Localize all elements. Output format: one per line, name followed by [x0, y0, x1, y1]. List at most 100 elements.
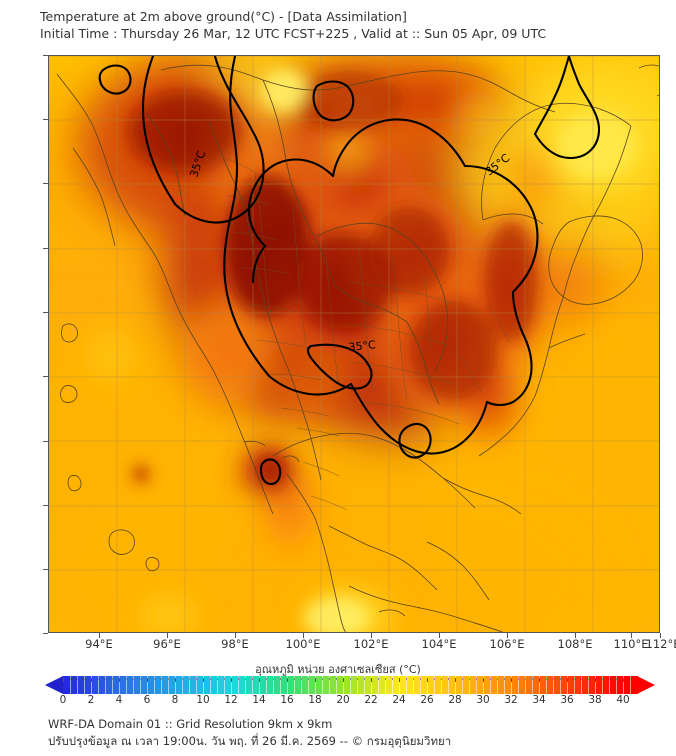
- colorbar-minor-tick: [210, 678, 211, 680]
- colorbar-segment: [420, 676, 428, 694]
- colorbar-minor-tick: [518, 678, 519, 680]
- colorbar-segment: [525, 676, 533, 694]
- colorbar-tick-mark: [595, 678, 596, 682]
- colorbar-tick-label: 6: [143, 694, 151, 706]
- colorbar-band-divider: [602, 676, 603, 694]
- colorbar-minor-tick: [420, 678, 421, 680]
- colorbar-segment: [581, 676, 589, 694]
- colorbar-band-divider: [182, 676, 183, 694]
- colorbar-minor-tick: [525, 678, 526, 680]
- colorbar-minor-tick: [497, 678, 498, 680]
- colorbar-band-divider: [497, 676, 498, 694]
- colorbar-band-divider: [315, 676, 316, 694]
- x-tick: 94°E: [85, 637, 113, 651]
- colorbar-band-divider: [518, 676, 519, 694]
- colorbar-segment: [161, 676, 169, 694]
- colorbar-band-divider: [539, 676, 540, 694]
- colorbar-minor-tick: [469, 678, 470, 680]
- x-tick: 108°E: [557, 637, 593, 651]
- temperature-map: 35°C 35°C 35°C: [48, 55, 660, 633]
- colorbar-tick-label: 32: [504, 694, 518, 706]
- colorbar-tick-mark: [147, 678, 148, 682]
- colorbar-band-divider: [336, 676, 337, 694]
- colorbar-minor-tick: [560, 678, 561, 680]
- colorbar-segment: [504, 676, 512, 694]
- colorbar-band-divider: [224, 676, 225, 694]
- coastlines: [56, 64, 659, 632]
- colorbar-segment: [511, 676, 519, 694]
- colorbar-segment: [245, 676, 253, 694]
- colorbar-band-divider: [399, 676, 400, 694]
- x-tick-mark: [371, 633, 372, 638]
- colorbar-tick-label: 14: [252, 694, 266, 706]
- colorbar-tick-label: 12: [224, 694, 238, 706]
- colorbar-segment: [483, 676, 491, 694]
- colorbar-minor-tick: [336, 678, 337, 680]
- colorbar-tick-label: 18: [308, 694, 322, 706]
- colorbar-segment: [399, 676, 407, 694]
- x-tick: 96°E: [153, 637, 181, 651]
- colorbar-segment: [224, 676, 232, 694]
- colorbar-segment: [231, 676, 239, 694]
- colorbar-minor-tick: [224, 678, 225, 680]
- colorbar-segment: [462, 676, 470, 694]
- colorbar-minor-tick: [581, 678, 582, 680]
- colorbar-minor-tick: [350, 678, 351, 680]
- colorbar-tick-label: 20: [336, 694, 350, 706]
- colorbar-band-divider: [231, 676, 232, 694]
- colorbar-tick-label: 24: [392, 694, 406, 706]
- y-tick-mark: [43, 376, 48, 377]
- colorbar-segment: [189, 676, 197, 694]
- colorbar-segment: [560, 676, 568, 694]
- colorbar-segment: [357, 676, 365, 694]
- footer-line-2: ปรับปรุงข้อมูล ณ เวลา 19:00น. วัน พฤ. ที…: [48, 734, 452, 748]
- colorbar-minor-tick: [434, 678, 435, 680]
- colorbar-band-divider: [112, 676, 113, 694]
- colorbar-tick-label: 10: [196, 694, 210, 706]
- x-tick-mark: [439, 633, 440, 638]
- colorbar-band-divider: [280, 676, 281, 694]
- colorbar-tick-label: 34: [532, 694, 546, 706]
- colorbar-band-divider: [252, 676, 253, 694]
- colorbar-segment: [567, 676, 575, 694]
- y-tick-mark: [43, 55, 48, 56]
- colorbar-tick-mark: [343, 678, 344, 682]
- colorbar-band-divider: [259, 676, 260, 694]
- colorbar-segment: [329, 676, 337, 694]
- colorbar-minor-tick: [322, 678, 323, 680]
- colorbar-segment: [133, 676, 141, 694]
- colorbar-segment: [574, 676, 582, 694]
- colorbar-segment: [77, 676, 85, 694]
- colorbar-segment: [294, 676, 302, 694]
- page-title: Temperature at 2m above ground(°C) - [Da…: [40, 9, 407, 24]
- colorbar-tick-mark: [399, 678, 400, 682]
- colorbar-band-divider: [609, 676, 610, 694]
- colorbar-band-divider: [595, 676, 596, 694]
- colorbar-minor-tick: [161, 678, 162, 680]
- chart-subtitle: Initial Time : Thursday 26 Mar, 12 UTC F…: [40, 26, 547, 41]
- colorbar-band-divider: [462, 676, 463, 694]
- colorbar-band-divider: [175, 676, 176, 694]
- colorbar-tick-mark: [427, 678, 428, 682]
- colorbar-segment: [406, 676, 414, 694]
- colorbar-segment: [308, 676, 316, 694]
- colorbar-band-divider: [567, 676, 568, 694]
- colorbar-tick-mark: [259, 678, 260, 682]
- colorbar-minor-tick: [280, 678, 281, 680]
- colorbar-band-divider: [630, 676, 631, 694]
- colorbar-segment: [378, 676, 386, 694]
- colorbar-tick-mark: [119, 678, 120, 682]
- colorbar-segment: [301, 676, 309, 694]
- colorbar-tick-label: 8: [171, 694, 179, 706]
- y-tick-mark: [43, 441, 48, 442]
- colorbar-band-divider: [266, 676, 267, 694]
- colorbar-segment: [434, 676, 442, 694]
- colorbar-segment: [322, 676, 330, 694]
- colorbar-band-divider: [553, 676, 554, 694]
- colorbar-minor-tick: [441, 678, 442, 680]
- colorbar-under-arrow: [45, 676, 63, 694]
- colorbar-segment: [119, 676, 127, 694]
- colorbar-segment: [126, 676, 134, 694]
- colorbar-tick-mark: [623, 678, 624, 682]
- colorbar-minor-tick: [462, 678, 463, 680]
